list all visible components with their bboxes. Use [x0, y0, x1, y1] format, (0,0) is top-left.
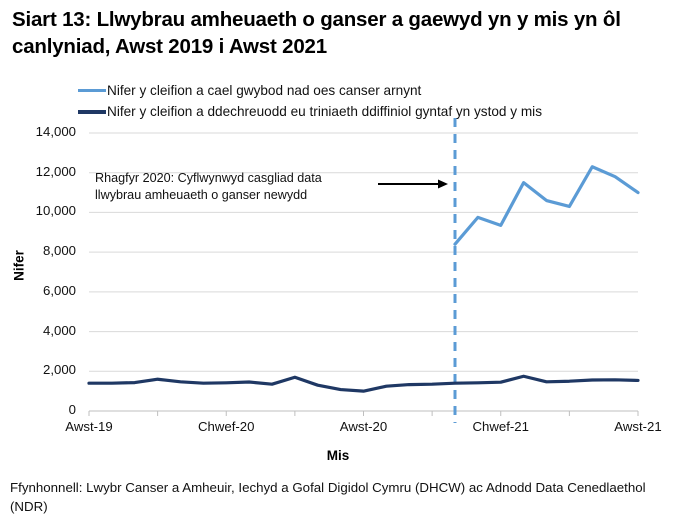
x-axis-tick-label: Awst-20 [339, 419, 388, 434]
legend-label-no-cancer: Nifer y cleifion a cael gwybod nad oes c… [107, 83, 422, 98]
y-axis-tick-label: 8,000 [42, 243, 76, 259]
y-axis-tick-label: 0 [68, 402, 76, 417]
source-note: Ffynhonnell: Lwybr Canser a Amheuir, Iec… [10, 480, 646, 514]
legend-item-no-cancer: Nifer y cleifion a cael gwybod nad oes c… [78, 80, 668, 101]
x-axis-tick-label: Chwef-20 [198, 419, 255, 434]
arrow-head-icon [438, 179, 448, 189]
annotation-line-2: llwybrau amheuaeth o ganser newydd [95, 187, 308, 202]
annotation-line-1: Rhagfyr 2020: Cyflwynwyd casgliad data [95, 171, 322, 185]
legend-swatch-navy [78, 109, 106, 114]
y-axis-tick-label: 10,000 [35, 203, 76, 219]
y-axis-tick-label: 14,000 [35, 124, 76, 139]
x-axis-tick-label: Awst-21 [614, 419, 662, 434]
legend-swatch-light-blue [78, 89, 106, 92]
y-axis-tick-label: 6,000 [42, 282, 76, 298]
x-axis-tick-label: Awst-19 [65, 419, 113, 434]
series-line-no-cancer [453, 165, 640, 246]
legend-label-treatment-started: Nifer y cleifion a ddechreuodd eu trinia… [107, 104, 542, 119]
y-axis-tick-label: 12,000 [35, 163, 76, 179]
y-axis-tick-label: 4,000 [42, 322, 76, 338]
legend-item-treatment-started: Nifer y cleifion a ddechreuodd eu trinia… [78, 101, 668, 122]
x-axis-title: Mis [326, 448, 350, 463]
chart-title: Siart 13: Llwybrau amheuaeth o ganser a … [12, 8, 621, 58]
y-axis-tick-label: 2,000 [42, 362, 76, 378]
x-axis-tick-label: Chwef-21 [472, 419, 529, 434]
chart-annotation: Rhagfyr 2020: Cyflwynwyd casgliad data l… [95, 170, 385, 203]
chart-legend: Nifer y cleifion a cael gwybod nad oes c… [78, 80, 668, 122]
series-line-treatment-started [87, 374, 640, 393]
